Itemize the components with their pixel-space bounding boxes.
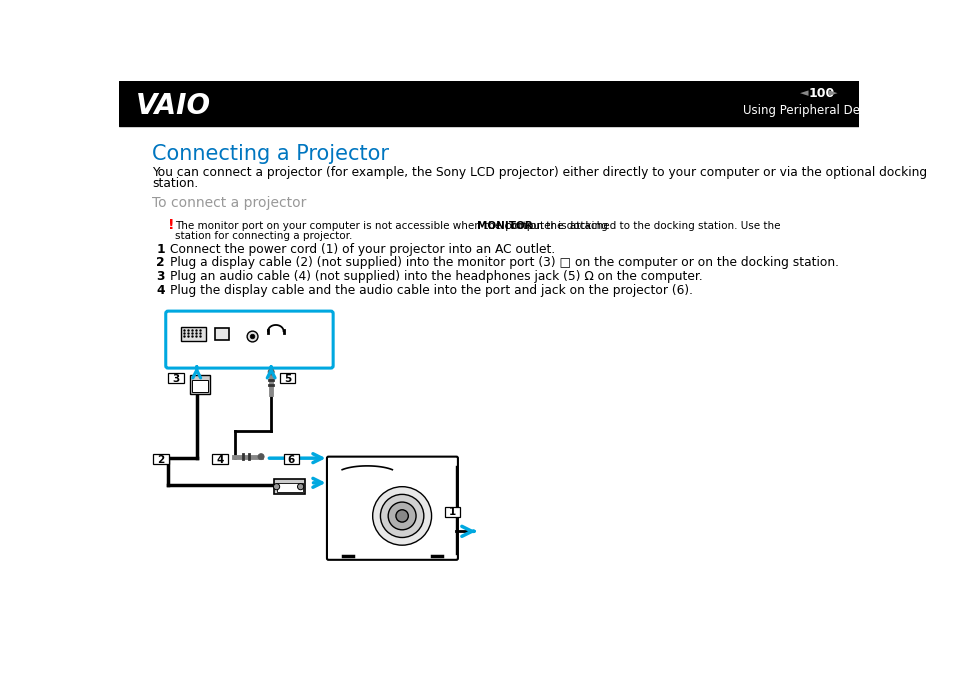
Text: 3: 3 [156, 270, 165, 283]
Text: ►: ► [828, 88, 837, 98]
Text: port on the docking: port on the docking [501, 221, 607, 231]
Text: station for connecting a projector.: station for connecting a projector. [174, 231, 352, 241]
Text: 3: 3 [172, 374, 179, 384]
Text: MONITOR: MONITOR [476, 221, 533, 231]
Bar [192, 380, 208, 392]
Bar [168, 373, 183, 384]
Circle shape [274, 483, 279, 490]
Text: 2: 2 [157, 455, 165, 464]
FancyBboxPatch shape [327, 457, 457, 560]
Bar [214, 328, 229, 340]
Text: You can connect a projector (for example, the Sony LCD projector) either directl: You can connect a projector (for example… [152, 166, 926, 179]
Text: Plug an audio cable (4) (not supplied) into the headphones jack (5) Ω on the com: Plug an audio cable (4) (not supplied) i… [171, 270, 702, 283]
Bar [283, 454, 298, 464]
Text: The monitor port on your computer is not accessible when the computer is attache: The monitor port on your computer is not… [174, 221, 783, 231]
Text: 1: 1 [449, 507, 456, 517]
Text: 100: 100 [808, 87, 835, 100]
Circle shape [250, 334, 254, 339]
Text: VAIO: VAIO [136, 92, 212, 119]
Text: To connect a projector: To connect a projector [152, 196, 306, 210]
Text: 5: 5 [283, 374, 291, 384]
Text: !: ! [168, 218, 174, 232]
Circle shape [395, 510, 408, 522]
Bar [119, 81, 858, 125]
Bar [274, 479, 305, 494]
Circle shape [247, 331, 257, 342]
Circle shape [373, 487, 431, 545]
Text: 4: 4 [216, 455, 223, 464]
Text: Plug a display cable (2) (not supplied) into the monitor port (3) □ on the compu: Plug a display cable (2) (not supplied) … [171, 256, 839, 270]
Circle shape [268, 369, 274, 375]
Text: 2: 2 [156, 256, 165, 270]
Bar [276, 483, 303, 492]
Text: Connect the power cord (1) of your projector into an AC outlet.: Connect the power cord (1) of your proje… [171, 243, 555, 255]
Text: Connecting a Projector: Connecting a Projector [152, 144, 389, 164]
Bar [279, 373, 294, 384]
Bar [181, 328, 206, 341]
Circle shape [388, 502, 416, 530]
Circle shape [380, 494, 423, 537]
Bar [190, 375, 210, 394]
Bar [444, 507, 459, 518]
Text: ◄: ◄ [799, 88, 807, 98]
Text: 6: 6 [288, 455, 294, 464]
Circle shape [257, 454, 264, 460]
Text: Using Peripheral Devices: Using Peripheral Devices [742, 104, 889, 117]
Circle shape [297, 483, 303, 490]
Text: station.: station. [152, 177, 198, 190]
Bar [212, 454, 228, 464]
Bar [153, 454, 169, 464]
Text: Plug the display cable and the audio cable into the port and jack on the project: Plug the display cable and the audio cab… [171, 284, 693, 297]
FancyBboxPatch shape [166, 311, 333, 368]
Text: 4: 4 [156, 284, 165, 297]
Text: 1: 1 [156, 243, 165, 255]
